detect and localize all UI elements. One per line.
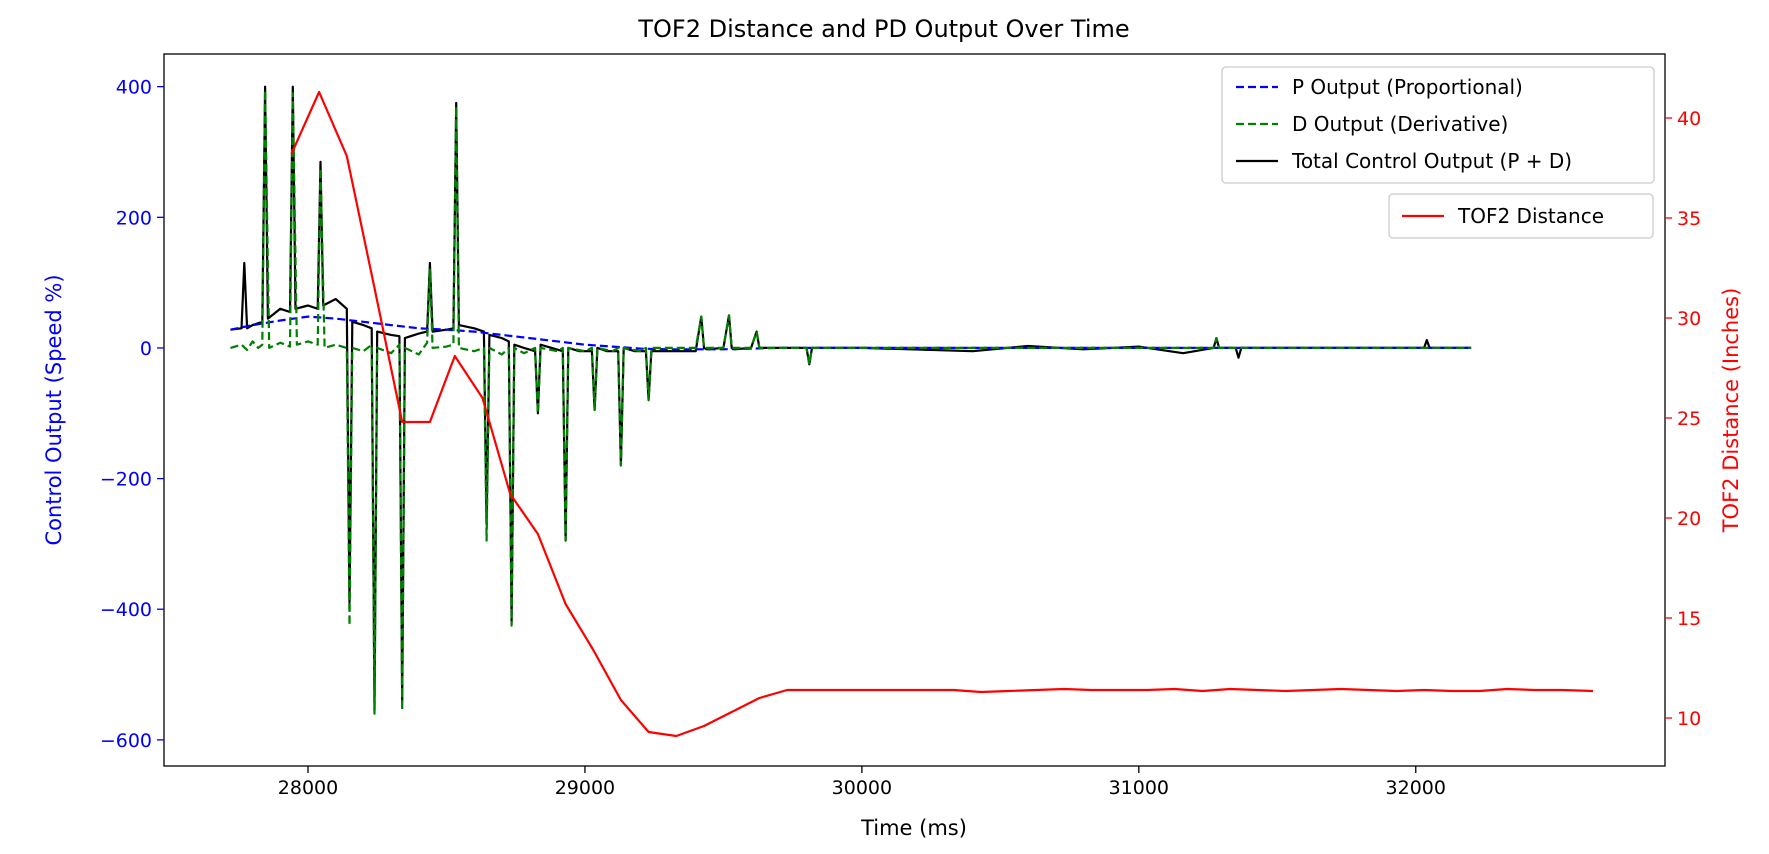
x-tick-label: 28000 bbox=[278, 777, 338, 799]
legend-label: TOF2 Distance bbox=[1457, 204, 1604, 228]
y-left-tick-label: −200 bbox=[100, 469, 152, 491]
y-right-tick-label: 30 bbox=[1677, 308, 1701, 330]
x-axis-label: Time (ms) bbox=[860, 816, 967, 840]
x-tick-label: 32000 bbox=[1386, 777, 1446, 799]
y-axis-left: 400 200 0 −200 −400 −600 bbox=[100, 77, 164, 752]
y-axis-right-label: TOF2 Distance (Inches) bbox=[1719, 288, 1743, 534]
y-left-tick-label: 200 bbox=[116, 207, 152, 229]
y-right-tick-label: 35 bbox=[1677, 208, 1701, 230]
series-line-3 bbox=[290, 90, 1594, 738]
y-right-tick-label: 15 bbox=[1677, 608, 1701, 630]
legend-label: P Output (Proportional) bbox=[1292, 75, 1523, 99]
series-layer bbox=[230, 85, 1594, 738]
y-axis-right: 10 15 20 25 30 35 40 bbox=[1665, 108, 1701, 730]
legend-right-box bbox=[1388, 193, 1654, 239]
y-right-tick-label: 10 bbox=[1677, 708, 1701, 730]
x-tick-label: 31000 bbox=[1109, 777, 1169, 799]
y-right-tick-label: 40 bbox=[1677, 108, 1701, 130]
y-left-tick-label: −600 bbox=[100, 730, 152, 752]
chart-title: TOF2 Distance and PD Output Over Time bbox=[637, 15, 1129, 43]
x-tick-label: 29000 bbox=[555, 777, 615, 799]
x-axis: 28000 29000 30000 31000 32000 bbox=[278, 766, 1446, 799]
y-axis-left-label: Control Output (Speed %) bbox=[42, 274, 66, 545]
legend-left: P Output (Proportional) D Output (Derivat… bbox=[1221, 66, 1655, 184]
plot-frame bbox=[163, 53, 1666, 767]
y-left-tick-label: 400 bbox=[116, 77, 152, 99]
legend-right: TOF2 Distance bbox=[1388, 193, 1654, 239]
series-line-1 bbox=[230, 88, 1472, 715]
y-left-tick-label: 0 bbox=[140, 338, 152, 360]
plot-area bbox=[163, 53, 1666, 767]
y-left-tick-label: −400 bbox=[100, 599, 152, 621]
x-tick-label: 30000 bbox=[832, 777, 892, 799]
legend-label: Total Control Output (P + D) bbox=[1291, 149, 1572, 173]
series-line-0 bbox=[230, 315, 1472, 351]
y-right-tick-label: 25 bbox=[1677, 408, 1701, 430]
legend-left-box bbox=[1221, 66, 1655, 184]
y-right-tick-label: 20 bbox=[1677, 508, 1701, 530]
legend-label: D Output (Derivative) bbox=[1292, 112, 1508, 136]
